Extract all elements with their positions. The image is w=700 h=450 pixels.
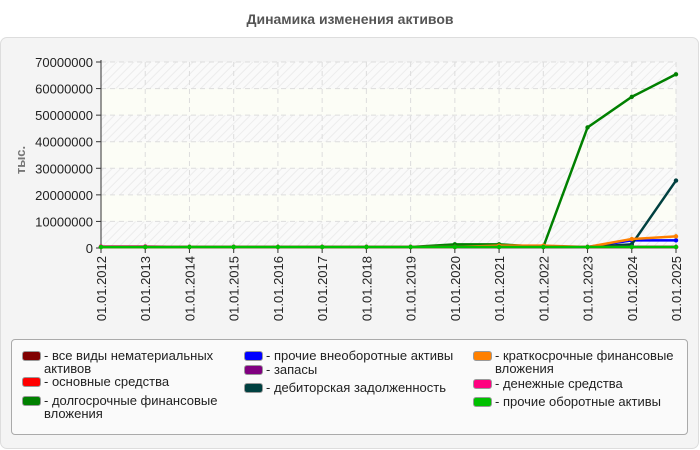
legend-item: - долгосрочные финансовые вложения (22, 394, 227, 420)
x-tick-label: 01.01.2013 (138, 256, 153, 321)
legend-label: - краткосрочные финансовые вложения (495, 348, 674, 376)
x-tick-label: 01.01.2022 (536, 256, 551, 321)
legend-item: - прочие внеоборотные активы (244, 349, 459, 362)
legend-item: - денежные средства (473, 377, 688, 390)
y-tick-label: 0 (86, 241, 93, 256)
legend-swatch (244, 365, 263, 375)
legend-swatch (473, 397, 492, 407)
plot-area: 0 10000000 20000000 30000000 40000000 5000000… (35, 55, 684, 321)
legend-swatch (244, 351, 263, 361)
x-tick-label: 01.01.2015 (227, 256, 242, 321)
legend-label: - основные средства (44, 374, 170, 389)
y-tick-label: 20000000 (35, 188, 93, 203)
x-tick-label: 01.01.2023 (581, 256, 596, 321)
legend-item: - основные средства (22, 375, 227, 388)
legend-swatch (22, 351, 41, 361)
legend-item: - прочие оборотные активы (473, 395, 688, 408)
legend-item: - запасы (244, 363, 459, 376)
legend-label: - денежные средства (495, 376, 623, 391)
legend-label: - запасы (266, 362, 318, 377)
y-axis-label: тыс. (13, 146, 28, 174)
legend-swatch (473, 351, 492, 361)
legend-swatch (22, 396, 41, 406)
legend-label: - все виды нематериальных активов (44, 348, 214, 376)
x-tick-label: 01.01.2017 (315, 256, 330, 321)
legend-label: - долгосрочные финансовые вложения (44, 393, 218, 421)
x-tick-label: 01.01.2021 (492, 256, 507, 321)
legend-label: - прочие внеоборотные активы (266, 348, 454, 363)
y-tick-label: 10000000 (35, 214, 93, 229)
legend-swatch (244, 383, 263, 393)
chart-legend: - все виды нематериальных активов - основ… (11, 339, 688, 435)
x-tick-label: 01.01.2018 (359, 256, 374, 321)
legend-swatch (22, 377, 41, 387)
x-tick-label: 01.01.2014 (182, 256, 197, 321)
line-chart: 0 10000000 20000000 30000000 40000000 5000000… (13, 55, 684, 321)
legend-label: - дебиторская задолженность (266, 380, 446, 395)
x-tick-label: 01.01.2020 (448, 256, 463, 321)
legend-item: - дебиторская задолженность (244, 381, 459, 394)
y-tick-label: 70000000 (35, 55, 93, 70)
x-tick-label: 01.01.2019 (404, 256, 419, 321)
y-tick-label: 50000000 (35, 108, 93, 123)
x-tick-label: 01.01.2012 (94, 256, 109, 321)
x-tick-label: 01.01.2016 (271, 256, 286, 321)
y-tick-label: 60000000 (35, 82, 93, 97)
legend-label: - прочие оборотные активы (495, 394, 661, 409)
chart-title: Динамика изменения активов (246, 11, 454, 27)
legend-swatch (473, 379, 492, 389)
x-tick-label: 01.01.2025 (669, 256, 684, 321)
legend-item: - все виды нематериальных активов (22, 349, 227, 375)
y-tick-label: 40000000 (35, 135, 93, 150)
legend-item: - краткосрочные финансовые вложения (473, 349, 688, 375)
x-tick-label: 01.01.2024 (625, 256, 640, 321)
y-tick-label: 30000000 (35, 161, 93, 176)
